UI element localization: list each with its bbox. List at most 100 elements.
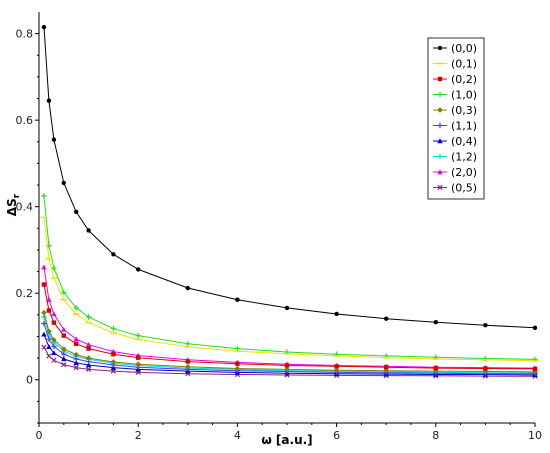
data-point — [41, 320, 47, 327]
legend-entry: (0,0) — [433, 42, 477, 55]
data-point — [433, 319, 438, 325]
legend-label: (2,0) — [451, 166, 477, 179]
series-(1,0) — [41, 193, 538, 363]
legend-marker — [437, 184, 443, 191]
data-point — [41, 309, 47, 316]
data-point — [73, 351, 79, 358]
data-point — [73, 364, 79, 371]
data-point — [61, 351, 67, 357]
data-point — [334, 364, 339, 369]
series-line — [43, 284, 536, 370]
data-point — [185, 359, 190, 364]
data-point — [86, 346, 91, 351]
series-line — [43, 334, 536, 376]
legend-label: (0,0) — [451, 42, 477, 55]
data-point — [61, 333, 66, 338]
data-point — [136, 267, 141, 272]
x-tick-label: 6 — [333, 429, 340, 442]
series-line — [43, 347, 536, 377]
data-point — [61, 180, 66, 186]
data-point — [51, 337, 57, 343]
data-point — [85, 366, 92, 372]
data-point — [433, 365, 438, 371]
x-tick-label: 8 — [432, 429, 439, 442]
data-point — [61, 326, 67, 332]
legend-label: (0,2) — [451, 73, 477, 86]
legend-marker — [437, 153, 443, 160]
data-point — [384, 316, 389, 321]
series-(0,3) — [41, 309, 538, 375]
series-line — [43, 217, 536, 362]
legend-entry: (0,3) — [433, 104, 477, 117]
data-point — [73, 360, 79, 366]
data-point — [46, 328, 52, 335]
y-tick-label: 0.4 — [16, 201, 34, 214]
data-point — [135, 332, 141, 339]
data-point — [46, 297, 52, 302]
series-line — [43, 316, 535, 374]
legend-entry: (1,1) — [433, 120, 477, 133]
x-axis-title: ω [a.u.] — [261, 433, 312, 447]
y-axis-title-subscript: r — [12, 193, 22, 198]
data-point — [74, 209, 79, 215]
legend-label: (0,1) — [451, 58, 477, 71]
data-point — [86, 228, 91, 233]
data-point — [111, 252, 116, 257]
data-point — [73, 305, 79, 311]
data-point — [85, 362, 92, 368]
data-point — [135, 361, 141, 367]
y-tick-label: 0 — [26, 374, 33, 387]
data-point — [234, 365, 241, 372]
legend-entry: (1,2) — [433, 151, 477, 164]
legend-marker — [437, 91, 443, 98]
plot-area — [40, 24, 539, 379]
x-tick-label: 10 — [528, 429, 542, 442]
data-point — [61, 356, 67, 362]
data-point — [51, 357, 57, 363]
legend-label: (0,3) — [451, 104, 477, 117]
data-point — [384, 364, 389, 370]
data-point — [284, 305, 290, 311]
legend-label: (0,5) — [451, 182, 477, 195]
series-(0,2) — [41, 282, 538, 372]
data-point — [333, 367, 340, 374]
series-line — [43, 27, 536, 329]
x-tick-label: 2 — [135, 429, 142, 442]
data-point — [235, 297, 240, 302]
data-point — [136, 355, 141, 360]
legend: (0,0) (0,1) (0,2) (1,0) (0,3) (1,1) (0,4) (1,2)… — [427, 37, 485, 200]
legend-entry: (2,0) — [433, 166, 477, 179]
data-point — [46, 344, 52, 350]
legend-entry: (0,5) — [433, 182, 477, 195]
series-(0,1) — [40, 216, 539, 362]
series-line — [43, 195, 536, 360]
data-point — [483, 366, 488, 371]
legend-marker — [437, 169, 443, 175]
data-point — [334, 311, 339, 317]
series-line — [43, 323, 535, 375]
data-point — [185, 363, 191, 370]
data-point — [41, 331, 47, 337]
data-point — [73, 336, 79, 342]
legend-marker — [437, 76, 443, 82]
data-point — [61, 289, 67, 296]
data-point — [51, 350, 57, 356]
legend-label: (1,2) — [451, 151, 477, 164]
data-point — [532, 369, 538, 375]
y-tick-label: 0.8 — [16, 28, 34, 41]
data-point — [51, 137, 57, 142]
series-line — [43, 267, 536, 369]
axes: 0 0.2 0.4 0.6 0.8 0 2 4 6 8 10 — [16, 12, 542, 442]
legend-marker — [437, 107, 443, 113]
data-point — [110, 325, 117, 332]
y-tick-label: 0.6 — [16, 114, 34, 127]
legend-marker — [437, 138, 443, 144]
data-point — [85, 314, 92, 320]
data-point — [41, 24, 47, 30]
data-point — [51, 311, 57, 317]
data-point — [41, 344, 47, 350]
legend-label: (1,0) — [451, 89, 477, 102]
legend-box — [427, 37, 485, 200]
data-point — [110, 359, 117, 365]
